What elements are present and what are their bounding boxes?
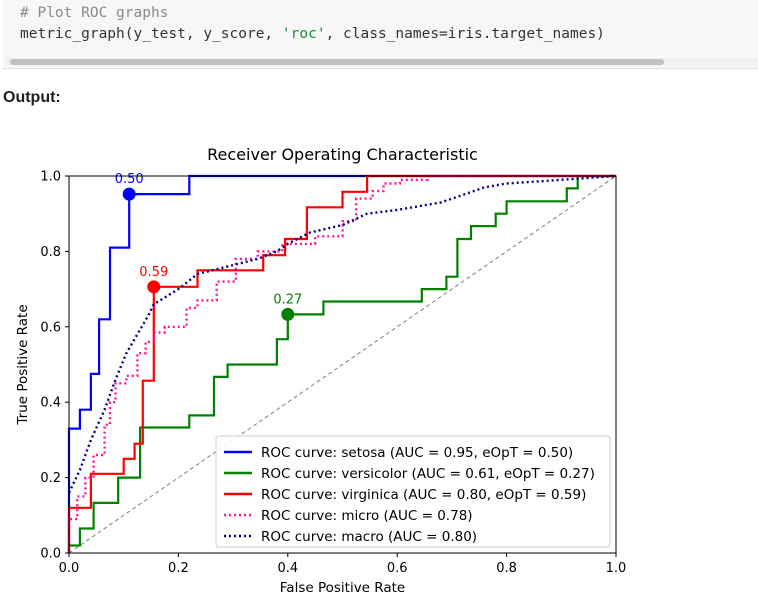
plot-area: 0.50 0.27 0.59 0.0 0.2 0.4 0.6 0.8 1.0 0.0 0.2 0.4 0… [40,170,626,577]
scrollbar-thumb[interactable] [10,59,664,65]
y-tick-label-3: 0.6 [40,320,61,335]
optimal-point-label-1: 0.27 [273,292,302,307]
code-editor[interactable]: # Plot ROC graphs metric_graph(y_test, y… [20,3,605,45]
reference-diagonal [68,175,617,554]
optimal-point-2 [147,280,161,294]
y-tick-label-5: 1.0 [40,170,61,185]
code-call-suffix: , class_names=iris.target_names) [325,26,605,42]
horizontal-scrollbar[interactable] [6,58,758,66]
code-cell[interactable]: # Plot ROC graphs metric_graph(y_test, y… [3,0,758,69]
optimal-point-label-0: 0.50 [115,172,144,187]
x-tick-label-2: 0.4 [277,561,298,576]
output-label: Output: [3,89,61,106]
code-call-prefix: metric_graph(y_test, y_score, [20,26,282,42]
y-tick-label-4: 0.8 [40,245,61,260]
legend-label-0: ROC curve: setosa (AUC = 0.95, eOpT = 0.… [261,445,573,461]
series-line-0 [67,174,616,553]
series-line-4 [67,174,617,494]
x-tick-label-0: 0.0 [59,561,80,576]
legend-label-2: ROC curve: virginica (AUC = 0.80, eOpT =… [261,487,586,503]
code-call-string: 'roc' [281,26,326,42]
legend: ROC curve: setosa (AUC = 0.95, eOpT = 0.… [215,435,611,548]
x-tick-label-1: 0.2 [168,561,189,576]
plot-frame [68,175,617,554]
legend-label-3: ROC curve: micro (AUC = 0.78) [261,508,473,524]
code-comment: # Plot ROC graphs [20,5,169,21]
y-axis-title: True Positive Rate [15,304,31,425]
roc-chart: Receiver Operating Characteristic 0.500.… [15,145,626,596]
x-tick-label-3: 0.6 [387,561,408,576]
legend-box [215,435,611,548]
optimal-point-1 [281,307,295,321]
legend-label-4: ROC curve: macro (AUC = 0.80) [261,529,477,545]
series-line-2 [67,174,616,553]
x-tick-label-4: 0.8 [496,561,517,576]
y-tick-label-1: 0.2 [40,471,61,486]
legend-label-1: ROC curve: versicolor (AUC = 0.61, eOpT … [261,466,595,482]
y-tick-label-0: 0.0 [40,547,61,562]
chart-title: Receiver Operating Characteristic [207,145,478,164]
optimal-point-0 [122,187,136,201]
optimal-point-label-2: 0.59 [139,265,168,280]
y-tick-label-2: 0.4 [40,396,61,411]
x-tick-label-5: 1.0 [606,561,627,576]
x-axis-title: False Positive Rate [280,580,405,596]
